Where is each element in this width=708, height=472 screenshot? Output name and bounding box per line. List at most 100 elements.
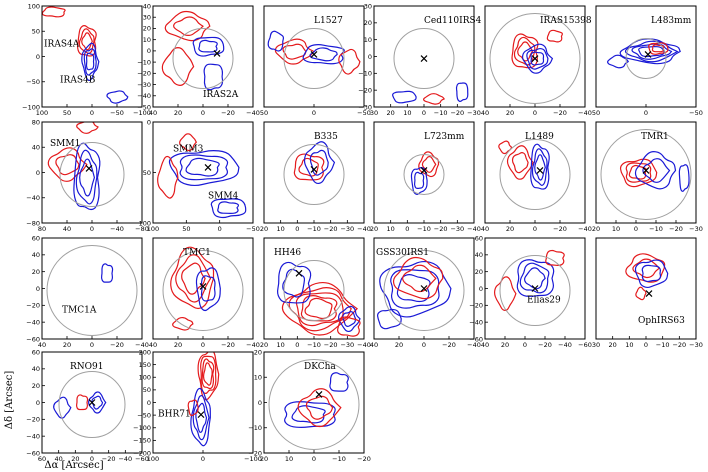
contours [100,263,114,283]
blue-lobe-contour [390,269,440,309]
contours [293,141,336,185]
x-tick-label: 20 [506,109,514,117]
x-tick-label: 100 [147,455,159,463]
x-tick-label: −30 [689,225,703,233]
red-lobe-contour [55,154,80,176]
x-tick-label: 0 [533,225,537,233]
blue-lobe-contour [631,43,673,60]
contours [607,38,681,69]
y-tick-label: 10 [254,374,262,382]
x-tick-label: 0 [634,225,638,233]
map-circle [59,142,125,207]
x-tick-label: 100 [147,225,159,233]
x-tick-label: 0 [201,455,205,463]
red-lobe-contour [545,249,565,266]
red-lobe-contour [293,153,325,181]
y-tick-label: −20 [137,70,151,78]
red-lobe-contour [175,254,212,303]
x-tick-label: −40 [110,225,124,233]
x-tick-label: −10 [434,109,448,117]
y-tick-label: 0 [36,169,40,177]
blue-lobe-contour [192,36,225,57]
red-lobe-contour [421,155,437,173]
panel-frame [595,121,697,224]
red-lobe-contour [295,292,344,327]
blue-lobe-contour [519,262,550,294]
y-tick-label: 0 [147,399,151,407]
panel-l723mm: 20 10 0 −10 −20 −30 −40 L723mm [370,121,481,233]
x-tick-label: −100 [133,109,151,117]
source-position-marker [85,165,93,172]
red-lobe-contour [506,145,534,180]
x-tick-label: −40 [246,109,260,117]
red-lobe-contour [300,294,338,322]
source-label: IRAS2A [203,90,239,100]
y-tick-label: −20 [248,449,262,457]
x-tick-label: −30 [689,341,703,349]
red-lobe-contour [418,151,440,178]
blue-lobe-contour [309,47,338,62]
blue-lobe-contour [276,261,312,304]
red-lobe-contour [338,48,361,75]
y-tick-label: −80 [26,219,40,227]
blue-lobe-contour [619,38,681,65]
source-position-marker [642,167,650,174]
x-tick-label: −20 [221,109,235,117]
y-axis-label: Δδ [Arcsec] [4,371,15,430]
x-tick-label: −10 [307,341,321,349]
source-position-marker [420,55,428,62]
source-position-marker [645,290,653,297]
y-tick-label: 40 [32,365,40,373]
map-circle [499,255,571,326]
map-circle [162,250,244,331]
x-tick-label: 0 [201,109,205,117]
y-tick-label: 50 [143,169,151,177]
source-position-marker [531,55,539,62]
y-tick-label: −60 [26,449,40,457]
x-tick-label: −10 [656,341,670,349]
red-lobe-contour [42,6,66,18]
x-tick-label: −40 [135,341,149,349]
red-lobe-contour [402,264,437,293]
x-tick-label: 20 [592,225,600,233]
x-tick-label: −40 [118,455,132,463]
y-tick-label: −150 [133,437,151,445]
source-label: IRAS4A [44,39,80,49]
x-tick-label: −20 [324,225,338,233]
x-tick-label: −10 [307,225,321,233]
y-tick-label: 40 [32,144,40,152]
blue-lobe-contour [168,150,240,187]
source-position-marker [644,51,652,58]
red-lobe-contour [78,28,95,54]
x-tick-label: −40 [558,341,572,349]
red-lobe-contour [164,10,211,42]
blue-lobe-contour [81,42,100,82]
y-tick-label: 60 [475,234,483,242]
blue-lobe-contour [195,402,208,433]
panel-frame [41,121,143,224]
red-lobe-contour [200,355,217,395]
x-tick-label: −50 [246,225,260,233]
y-tick-label: 20 [32,382,40,390]
blue-lobe-contour [329,372,349,392]
y-tick-label: −40 [26,318,40,326]
x-tick-label: −20 [553,225,567,233]
red-lobe-contour [632,258,660,279]
blue-lobe-contour [190,387,211,447]
x-tick-label: −40 [246,341,260,349]
x-tick-label: 0 [90,455,94,463]
x-tick-label: 0 [422,109,426,117]
x-tick-label: 40 [481,225,489,233]
y-tick-label: 20 [475,268,483,276]
y-tick-label: −40 [469,318,483,326]
x-tick-label: 0 [312,455,316,463]
blue-lobe-contour [641,264,662,283]
source-position-marker [536,167,544,174]
y-tick-label: 20 [364,19,372,27]
x-tick-label: −20 [553,109,567,117]
blue-lobe-contour [217,201,240,214]
